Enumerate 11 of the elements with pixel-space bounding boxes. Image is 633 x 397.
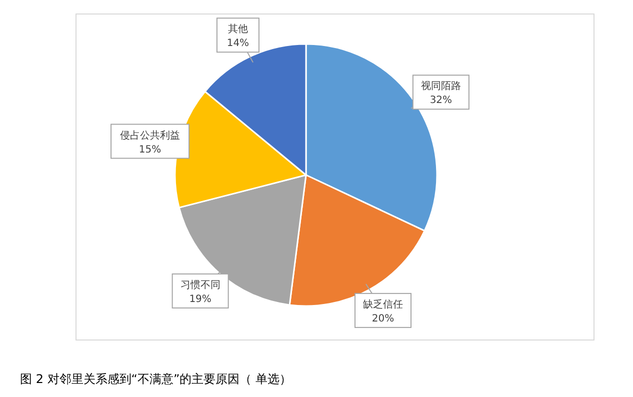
- slice-label: 侵占公共利益: [120, 129, 180, 142]
- slice-label: 视同陌路: [420, 80, 461, 92]
- slice-label: 其他: [228, 23, 248, 36]
- slice-label: 习惯不同: [180, 278, 220, 291]
- data-label: 19%: [189, 294, 212, 305]
- text: 图 2 对邻里关系感到“不满意”的主要原因（ 单选）: [20, 372, 292, 386]
- data-label: 20%: [372, 313, 394, 324]
- data-label: 14%: [226, 38, 250, 50]
- slice-label: 缺乏信任: [362, 298, 403, 310]
- data-label: 15%: [138, 144, 162, 156]
- data-label: 32%: [430, 95, 452, 106]
